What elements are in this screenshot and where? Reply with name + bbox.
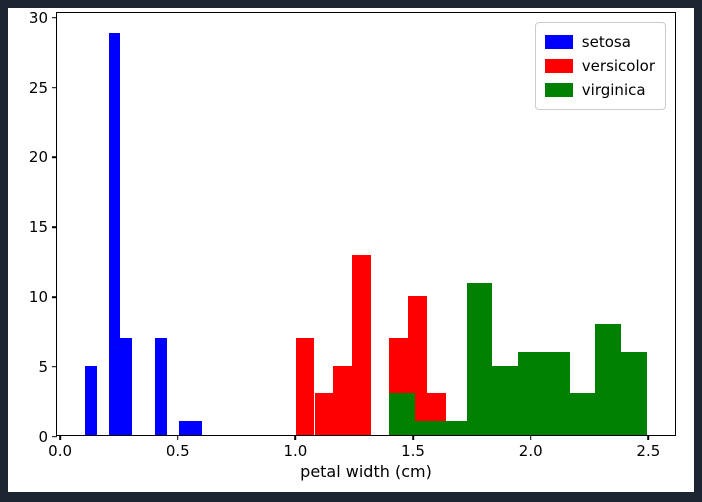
- hist-bar-setosa: [120, 338, 132, 435]
- x-tick-mark: [412, 435, 414, 440]
- hist-bar-setosa: [85, 365, 97, 435]
- figure-canvas: 0 5 10 15 20 25 30 0.0 0.5 1.0 1.5 2.0 2.5 petal wi…: [8, 8, 694, 492]
- hist-bar-virginica: [595, 324, 622, 435]
- legend-swatch-icon: [544, 83, 573, 97]
- y-tick-label: 5: [38, 357, 48, 376]
- legend-label: virginica: [581, 81, 646, 99]
- y-tick-mark: [52, 86, 57, 89]
- hist-bar-virginica: [415, 421, 441, 435]
- hist-bar-virginica: [518, 351, 544, 435]
- y-tick-mark: [52, 16, 57, 19]
- hist-bar-virginica: [569, 393, 596, 435]
- x-tick-label: 1.0: [283, 442, 308, 460]
- y-tick-mark: [52, 435, 57, 438]
- hist-bar-virginica: [389, 393, 416, 435]
- y-tick-mark: [52, 365, 57, 368]
- hist-bar-virginica: [492, 365, 519, 435]
- hist-bar-setosa: [190, 421, 203, 435]
- hist-bar-setosa: [178, 421, 191, 435]
- legend-swatch-icon: [544, 59, 573, 73]
- y-tick-label: 20: [28, 148, 48, 167]
- x-axis-label: petal width (cm): [300, 462, 432, 481]
- hist-bar-setosa: [155, 338, 168, 435]
- hist-bar-virginica: [440, 421, 467, 435]
- x-axis-ticks: 0.0 0.5 1.0 1.5 2.0 2.5: [48, 435, 676, 461]
- x-tick-label: 2.0: [518, 442, 543, 460]
- x-tick-mark: [529, 435, 532, 440]
- legend-swatch-icon: [544, 35, 573, 49]
- y-tick-label: 0: [38, 427, 48, 446]
- plot-area: [57, 13, 675, 435]
- legend: setosa versicolor virginica: [534, 22, 666, 110]
- x-tick-label: 2.5: [636, 442, 661, 460]
- x-tick-label: 0.5: [165, 442, 190, 460]
- y-tick-label: 10: [28, 287, 48, 306]
- legend-entry-versicolor: versicolor: [544, 54, 655, 78]
- legend-label: setosa: [581, 33, 631, 51]
- hist-bar-versicolor: [314, 393, 334, 435]
- legend-entry-virginica: virginica: [544, 78, 655, 102]
- y-tick-label: 15: [28, 218, 48, 237]
- hist-bar-virginica: [543, 351, 570, 435]
- x-tick-mark: [59, 435, 61, 440]
- y-axis-ticks: 0 5 10 15 20 25 30: [9, 8, 57, 446]
- x-tick-label: 0.0: [48, 442, 73, 460]
- legend-label: versicolor: [581, 57, 655, 75]
- legend-entry-setosa: setosa: [544, 30, 655, 54]
- hist-bar-versicolor: [333, 365, 352, 435]
- hist-bar-versicolor: [295, 338, 315, 435]
- hist-bar-setosa: [108, 33, 121, 435]
- y-tick-mark: [52, 156, 57, 159]
- x-tick-mark: [294, 435, 297, 440]
- x-tick-label: 1.5: [401, 442, 425, 460]
- y-tick-mark: [52, 226, 57, 228]
- y-tick-mark: [52, 296, 57, 298]
- y-tick-label: 25: [28, 78, 48, 97]
- x-tick-mark: [647, 435, 650, 440]
- hist-bar-virginica: [621, 351, 647, 435]
- x-tick-mark: [176, 435, 179, 440]
- axes: 0 5 10 15 20 25 30 0.0 0.5 1.0 1.5 2.0 2.5 petal wi…: [29, 9, 676, 481]
- hist-bar-versicolor: [351, 254, 371, 435]
- hist-bar-virginica: [466, 282, 493, 435]
- y-tick-label: 30: [28, 8, 48, 27]
